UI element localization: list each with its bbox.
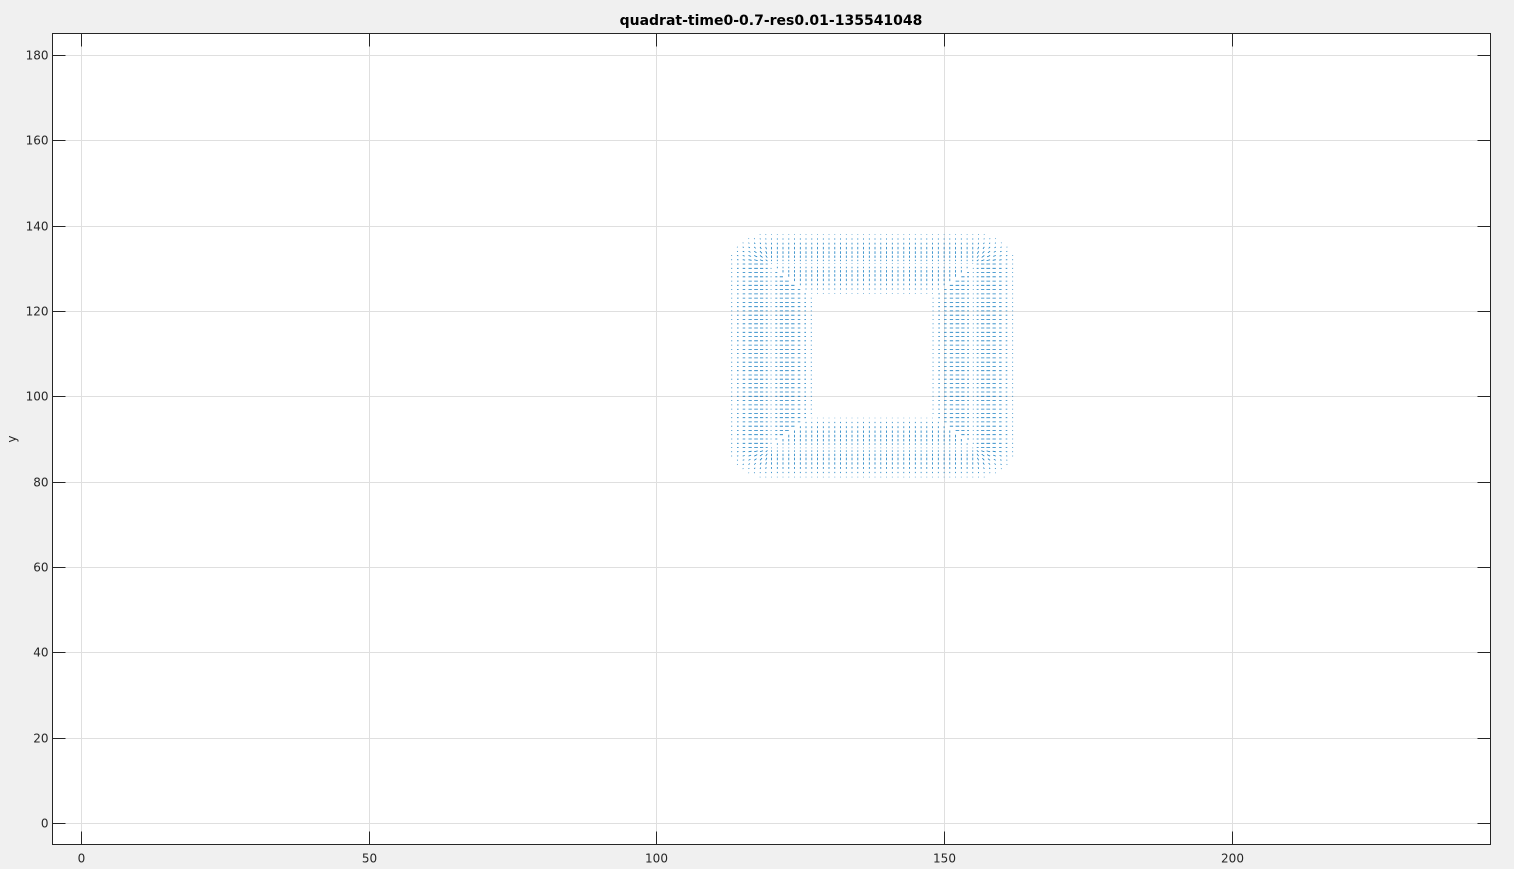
y-tick-label-9: 180 — [26, 49, 49, 63]
y-tick-label-5: 100 — [26, 390, 49, 404]
y-axis-label: y — [5, 435, 19, 442]
y-tick-label-7: 140 — [26, 220, 49, 234]
quiver-arrows — [731, 233, 1014, 478]
y-tick-label-3: 60 — [33, 561, 48, 575]
x-tick-label-1: 50 — [362, 852, 377, 866]
y-tick-label-4: 80 — [33, 476, 48, 490]
axes-box — [52, 33, 1491, 845]
y-tick-label-8: 160 — [26, 134, 49, 148]
axis-ticks: 0 50 100 150 200 0 20 40 60 80 100 120 140 160 180 — [26, 33, 1491, 866]
y-tick-label-2: 40 — [33, 646, 48, 660]
y-tick-label-0: 0 — [41, 817, 49, 831]
chart-title: quadrat-time0-0.7-res0.01-135541048 — [620, 13, 923, 29]
quiver-field — [731, 233, 1014, 478]
x-tick-label-0: 0 — [78, 852, 86, 866]
y-tick-label-6: 120 — [26, 305, 49, 319]
y-tick-label-1: 20 — [33, 732, 48, 746]
x-tick-label-2: 100 — [645, 852, 668, 866]
x-tick-label-4: 200 — [1221, 852, 1244, 866]
x-tick-label-3: 150 — [933, 852, 956, 866]
